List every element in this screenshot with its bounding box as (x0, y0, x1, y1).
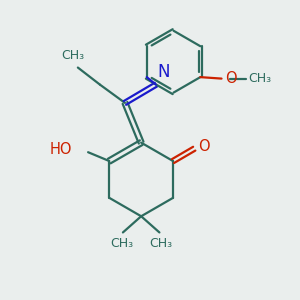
Text: HO: HO (50, 142, 72, 158)
Text: CH₃: CH₃ (249, 72, 272, 85)
Text: CH₃: CH₃ (110, 237, 133, 250)
Text: O: O (225, 71, 237, 86)
Text: N: N (158, 63, 170, 81)
Text: CH₃: CH₃ (61, 49, 84, 62)
Text: O: O (198, 139, 209, 154)
Text: CH₃: CH₃ (149, 237, 172, 250)
